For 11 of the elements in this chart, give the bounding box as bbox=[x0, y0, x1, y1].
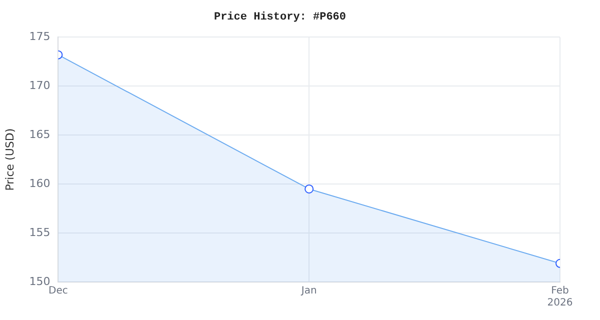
y-tick-label: 150 bbox=[29, 274, 50, 288]
y-tick-label: 175 bbox=[29, 30, 50, 44]
y-tick-label: 165 bbox=[29, 128, 50, 141]
x-tick-label: Jan bbox=[300, 286, 317, 297]
y-tick-label: 155 bbox=[29, 226, 50, 239]
x-tick-label: Dec bbox=[48, 286, 68, 297]
y-tick-label: 170 bbox=[29, 79, 50, 92]
x-tick-label: Feb 2026 bbox=[547, 286, 573, 309]
y-axis-title: Price (USD) bbox=[3, 128, 16, 191]
chart-title: Price History: #P660 bbox=[214, 11, 346, 24]
y-tick-label: 160 bbox=[29, 176, 50, 190]
